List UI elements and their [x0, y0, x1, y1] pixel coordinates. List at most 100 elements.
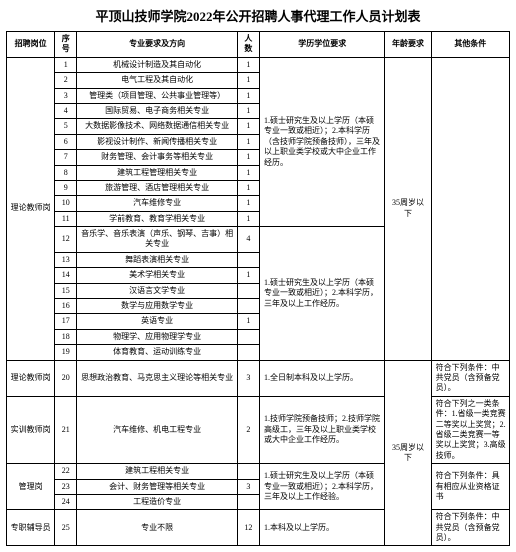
cell-seq: 4 [55, 103, 77, 118]
cell-seq: 1 [55, 57, 77, 72]
cell-other: 符合下列之一类条件：1.省级一类竞赛二等奖以上奖赏；2.省级二类竞赛一等奖以上奖… [431, 396, 509, 463]
cell-major: 管理类（项目管理、公共事业管理等） [77, 88, 238, 103]
cell-major: 数学与应用数学专业 [77, 299, 238, 314]
cell-seq: 7 [55, 150, 77, 165]
cell-major: 英语专业 [77, 314, 238, 329]
cell-major: 思想政治教育、马克思主义理论等相关专业 [77, 360, 238, 396]
cell-seq: 16 [55, 299, 77, 314]
cell-seq: 14 [55, 268, 77, 283]
cell-major: 电气工程及其自动化 [77, 73, 238, 88]
cell-edu: 1.技师学院预备技师；2.技师学院高级工，三年及以上职业类学校或大中企业工作经历… [259, 396, 384, 463]
cell-seq: 2 [55, 73, 77, 88]
cell-major: 旅游管理、酒店管理相关专业 [77, 180, 238, 195]
cell-count: 1 [237, 103, 259, 118]
cell-position: 专职辅导员 [7, 510, 55, 546]
page-title: 平顶山技师学院2022年公开招聘人事代理工作人员计划表 [6, 6, 510, 25]
header-age: 年龄要求 [385, 32, 431, 58]
cell-count: 3 [237, 360, 259, 396]
cell-age: 35周岁以下 [385, 360, 431, 546]
cell-seq: 15 [55, 283, 77, 298]
cell-major: 学前教育、教育学相关专业 [77, 211, 238, 226]
cell-count [237, 283, 259, 298]
cell-count: 3 [237, 479, 259, 494]
table-row: 理论教师岗 1 机械设计制造及其自动化 1 1.硕士研究生及以上学历（本硕专业一… [7, 57, 510, 72]
cell-major: 财务管理、会计事务等相关专业 [77, 150, 238, 165]
cell-seq: 13 [55, 252, 77, 267]
cell-count: 1 [237, 134, 259, 149]
cell-edu: 1.本科及以上学历。 [259, 510, 384, 546]
cell-count: 1 [237, 88, 259, 103]
cell-count: 1 [237, 180, 259, 195]
cell-seq: 5 [55, 119, 77, 134]
cell-count: 1 [237, 196, 259, 211]
cell-major: 建筑工程管理相关专业 [77, 165, 238, 180]
cell-edu: 1.硕士研究生及以上学历（本硕专业一致或相近）；2.本科学历，三年及以上工作经验… [259, 464, 384, 510]
cell-major: 会计、财务管理等相关专业 [77, 479, 238, 494]
cell-count: 1 [237, 211, 259, 226]
cell-major: 建筑工程相关专业 [77, 464, 238, 479]
cell-seq: 24 [55, 494, 77, 509]
cell-count [237, 464, 259, 479]
cell-edu: 1.硕士研究生及以上学历（本硕专业一致或相近）；2.本科学历（含技师学院预备技师… [259, 57, 384, 226]
cell-count: 1 [237, 150, 259, 165]
cell-major: 汉语言文学专业 [77, 283, 238, 298]
cell-major: 大数据影像技术、网络数据通信相关专业 [77, 119, 238, 134]
cell-count [237, 345, 259, 360]
cell-major: 工程造价专业 [77, 494, 238, 509]
table-header-row: 招聘岗位 序号 专业要求及方向 人数 学历学位要求 年龄要求 其他条件 [7, 32, 510, 58]
cell-count: 1 [237, 73, 259, 88]
header-major: 专业要求及方向 [77, 32, 238, 58]
cell-edu: 1.全日制本科及以上学历。 [259, 360, 384, 396]
cell-count [237, 252, 259, 267]
cell-count: 1 [237, 165, 259, 180]
cell-major: 物理学、应用物理学专业 [77, 329, 238, 344]
cell-age: 35周岁以下 [385, 57, 431, 360]
cell-seq: 20 [55, 360, 77, 396]
cell-major: 体育教育、运动训练专业 [77, 345, 238, 360]
cell-other: 符合下列条件：中共党员（含预备党员）。 [431, 510, 509, 546]
header-seq: 序号 [55, 32, 77, 58]
cell-seq: 8 [55, 165, 77, 180]
cell-position: 理论教师岗 [7, 360, 55, 396]
cell-count: 1 [237, 268, 259, 283]
cell-major: 汽车维修专业 [77, 196, 238, 211]
table-row: 理论教师岗 20 思想政治教育、马克思主义理论等相关专业 3 1.全日制本科及以… [7, 360, 510, 396]
cell-seq: 19 [55, 345, 77, 360]
cell-major: 汽车维修、机电工程专业 [77, 396, 238, 463]
cell-major: 美术学相关专业 [77, 268, 238, 283]
cell-count: 12 [237, 510, 259, 546]
cell-count [237, 299, 259, 314]
cell-seq: 23 [55, 479, 77, 494]
cell-seq: 18 [55, 329, 77, 344]
cell-seq: 22 [55, 464, 77, 479]
table-row: 实训教师岗 21 汽车维修、机电工程专业 2 1.技师学院预备技师；2.技师学院… [7, 396, 510, 463]
cell-position: 理论教师岗 [7, 57, 55, 360]
header-count: 人数 [237, 32, 259, 58]
cell-seq: 10 [55, 196, 77, 211]
cell-major: 音乐学、音乐表演（声乐、钢琴、吉事）相关专业 [77, 227, 238, 253]
cell-other [431, 57, 509, 360]
cell-seq: 25 [55, 510, 77, 546]
cell-count: 2 [237, 396, 259, 463]
cell-major: 专业不限 [77, 510, 238, 546]
cell-seq: 9 [55, 180, 77, 195]
cell-seq: 3 [55, 88, 77, 103]
cell-count [237, 494, 259, 509]
cell-seq: 11 [55, 211, 77, 226]
cell-other: 符合下列条件：中共党员（含预备党员）。 [431, 360, 509, 396]
cell-count: 4 [237, 227, 259, 253]
cell-seq: 12 [55, 227, 77, 253]
cell-count: 1 [237, 314, 259, 329]
cell-major: 舞蹈表演相关专业 [77, 252, 238, 267]
table-row: 管理岗 22 建筑工程相关专业 1.硕士研究生及以上学历（本硕专业一致或相近）；… [7, 464, 510, 479]
cell-seq: 21 [55, 396, 77, 463]
cell-edu: 1.硕士研究生及以上学历（本硕专业一致或相近）；2.本科学历，三年及以上工作经历… [259, 227, 384, 361]
recruitment-table: 招聘岗位 序号 专业要求及方向 人数 学历学位要求 年龄要求 其他条件 理论教师… [6, 31, 510, 546]
cell-count [237, 329, 259, 344]
header-position: 招聘岗位 [7, 32, 55, 58]
header-other: 其他条件 [431, 32, 509, 58]
cell-seq: 17 [55, 314, 77, 329]
table-row: 专职辅导员 25 专业不限 12 1.本科及以上学历。 符合下列条件：中共党员（… [7, 510, 510, 546]
cell-position: 实训教师岗 [7, 396, 55, 463]
cell-major: 影视设计制作、新闻传播相关专业 [77, 134, 238, 149]
